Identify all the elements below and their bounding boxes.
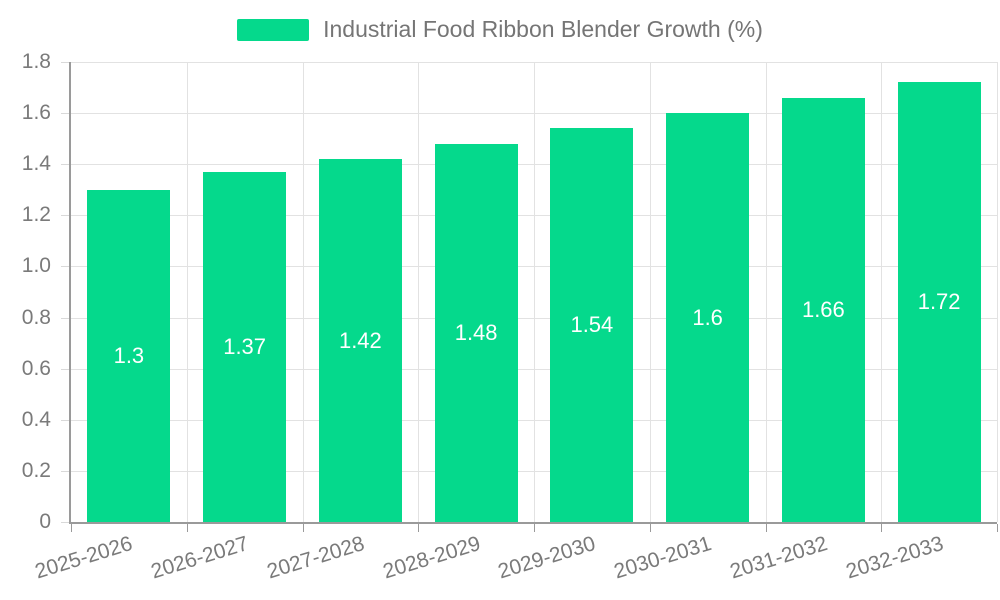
legend-label: Industrial Food Ribbon Blender Growth (%… bbox=[323, 16, 763, 42]
legend-swatch-icon bbox=[237, 18, 310, 41]
x-axis-label: 2030-2031 bbox=[611, 532, 715, 584]
y-axis-tick bbox=[61, 164, 69, 166]
legend[interactable]: Industrial Food Ribbon Blender Growth (%… bbox=[0, 16, 1000, 43]
x-axis-tick bbox=[418, 524, 420, 532]
x-axis-tick bbox=[881, 524, 883, 532]
y-axis-label: 1.4 bbox=[21, 152, 51, 176]
x-axis-tick bbox=[765, 524, 767, 532]
x-axis-label: 2027-2028 bbox=[264, 532, 368, 584]
x-axis-tick bbox=[997, 524, 998, 532]
x-axis-tick bbox=[649, 524, 651, 532]
y-axis-label: 1.2 bbox=[21, 203, 51, 227]
v-gridline bbox=[302, 62, 304, 522]
y-axis-tick bbox=[61, 368, 69, 370]
bar[interactable] bbox=[434, 143, 518, 522]
y-axis-tick bbox=[61, 215, 69, 217]
y-axis-tick bbox=[61, 470, 69, 472]
y-axis-label: 1.6 bbox=[21, 101, 51, 125]
bar-value-label: 1.54 bbox=[570, 312, 614, 338]
bar[interactable] bbox=[666, 113, 750, 522]
x-axis-tick bbox=[186, 524, 188, 532]
v-gridline bbox=[186, 62, 188, 522]
plot-area: 0 0.2 0.4 0.6 0.8 1.0 1.2 1.4 1.6 1.8 1.3 2025-2026… bbox=[22, 50, 998, 583]
y-axis-tick bbox=[61, 419, 69, 421]
v-gridline bbox=[534, 62, 535, 522]
bar[interactable] bbox=[897, 82, 981, 522]
y-axis-label: 1.8 bbox=[21, 50, 51, 73]
bar[interactable] bbox=[87, 189, 171, 522]
bar-value-label: 1.3 bbox=[113, 342, 145, 368]
x-axis-label: 2025-2026 bbox=[32, 532, 136, 584]
y-axis-label: 0.4 bbox=[21, 407, 51, 431]
y-axis-tick bbox=[61, 113, 69, 115]
y-axis-tick bbox=[61, 317, 69, 319]
y-axis-tick bbox=[61, 522, 69, 523]
bar[interactable] bbox=[781, 97, 865, 522]
bar[interactable] bbox=[550, 128, 634, 522]
y-axis-label: 0.6 bbox=[21, 356, 51, 380]
y-axis-tick bbox=[61, 62, 69, 63]
x-axis-label: 2031-2032 bbox=[727, 532, 831, 584]
x-axis-tick bbox=[534, 524, 535, 532]
y-axis-label: 0.2 bbox=[21, 458, 51, 482]
x-axis-tick bbox=[302, 524, 304, 532]
bar[interactable] bbox=[203, 171, 287, 522]
x-axis-label: 2032-2033 bbox=[843, 532, 946, 584]
x-axis-label: 2026-2027 bbox=[148, 532, 252, 584]
y-axis-label: 0 bbox=[39, 510, 51, 533]
bar-value-label: 1.72 bbox=[917, 289, 961, 315]
y-axis-tick bbox=[61, 266, 69, 268]
x-axis-label: 2028-2029 bbox=[380, 532, 483, 584]
bar-value-label: 1.66 bbox=[801, 296, 845, 322]
y-axis-label: 1.0 bbox=[21, 254, 51, 278]
bar-value-label: 1.37 bbox=[223, 333, 267, 359]
x-axis-label: 2029-2030 bbox=[495, 532, 599, 584]
bar-value-label: 1.6 bbox=[692, 304, 723, 330]
v-gridline bbox=[418, 62, 420, 522]
v-gridline bbox=[649, 62, 651, 522]
bar-value-label: 1.48 bbox=[454, 319, 498, 345]
y-axis-label: 0.8 bbox=[21, 305, 51, 329]
v-gridline bbox=[765, 62, 767, 522]
bar[interactable] bbox=[318, 159, 402, 522]
v-gridline bbox=[997, 62, 998, 522]
bar-value-label: 1.42 bbox=[338, 327, 382, 353]
v-gridline bbox=[881, 62, 883, 522]
x-axis-tick bbox=[71, 524, 72, 532]
